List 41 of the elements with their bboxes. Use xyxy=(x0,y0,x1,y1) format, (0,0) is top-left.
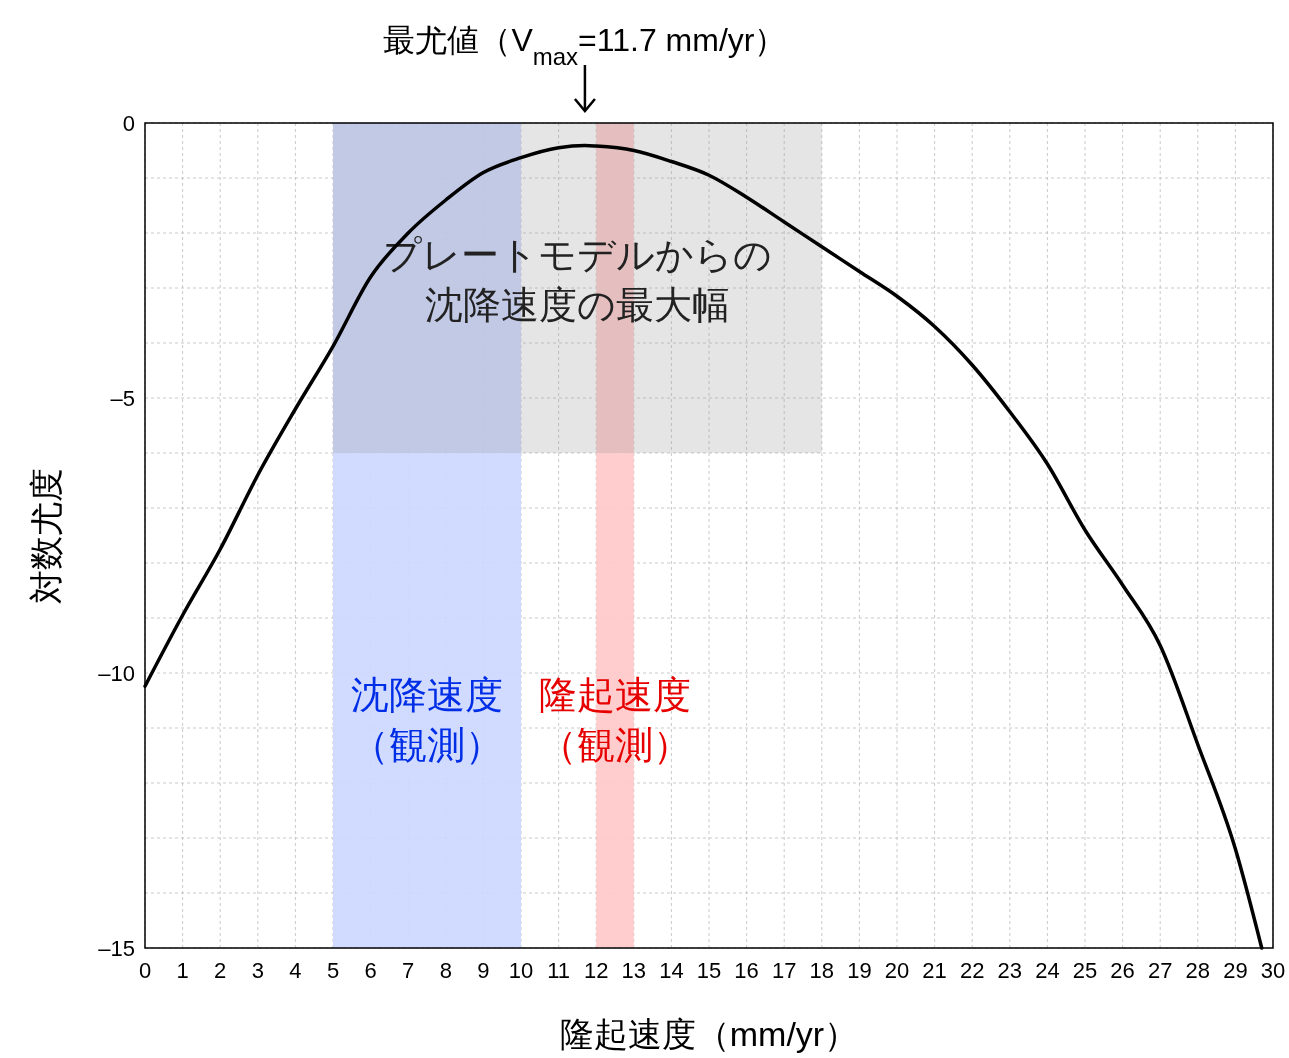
x-tick-label: 3 xyxy=(251,958,264,983)
x-tick-label: 5 xyxy=(326,958,340,983)
x-tick-label: 17 xyxy=(771,958,797,983)
x-tick-label: 1 xyxy=(176,958,189,983)
x-tick-label: 7 xyxy=(402,958,415,983)
x-tick-label: 2 xyxy=(214,958,227,983)
x-tick-label: 19 xyxy=(847,958,872,983)
x-tick-label: 20 xyxy=(884,958,910,983)
x-tick-label: 28 xyxy=(1185,958,1211,983)
x-tick-label: 25 xyxy=(1072,958,1098,983)
x-tick-label: 23 xyxy=(997,958,1023,983)
x-tick-label: 26 xyxy=(1110,958,1135,983)
y-tick-label: –5 xyxy=(110,386,135,411)
band-label: 隆起速度（観測） xyxy=(539,674,691,766)
x-tick-label: 0 xyxy=(138,958,152,983)
x-tick-label: 12 xyxy=(583,958,609,983)
x-tick-label: 8 xyxy=(439,958,452,983)
annotation: 最尤値（V$_{max}$=11.7 mm/yr） xyxy=(383,22,787,70)
x-tick-label: 9 xyxy=(477,958,490,983)
y-tick-label: –10 xyxy=(98,661,135,686)
x-tick-label: 27 xyxy=(1147,958,1173,983)
x-tick-label: 14 xyxy=(659,958,684,983)
series-label: プレートモデルからの沈降速度の最大幅 xyxy=(382,234,772,326)
x-tick-label: 22 xyxy=(959,958,985,983)
x-tick-label: 16 xyxy=(734,958,759,983)
x-tick-label: 24 xyxy=(1035,958,1060,983)
x-tick-label: 4 xyxy=(289,958,302,983)
x-axis-title: 隆起速度（mm/yr） xyxy=(559,1015,859,1053)
x-tick-label: 29 xyxy=(1223,958,1248,983)
x-tick-label: 30 xyxy=(1260,958,1286,983)
x-tick-label: 15 xyxy=(696,958,722,983)
x-tick-label: 6 xyxy=(364,958,377,983)
y-tick-label: –15 xyxy=(98,936,135,961)
x-tick-label: 11 xyxy=(547,958,571,983)
x-tick-label: 18 xyxy=(809,958,835,983)
x-tick-label: 10 xyxy=(508,958,534,983)
y-tick-label: 0 xyxy=(122,111,135,136)
x-tick-label: 13 xyxy=(621,958,647,983)
band-label: 沈降速度（観測） xyxy=(351,674,503,766)
x-tick-label: 21 xyxy=(922,958,947,983)
y-axis-title: 対数尤度 xyxy=(27,467,65,604)
